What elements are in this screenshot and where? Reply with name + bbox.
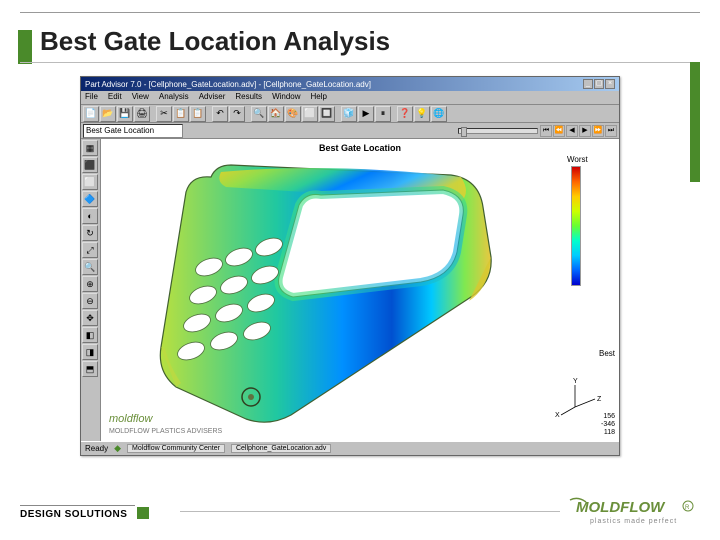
axis-y-label: Y bbox=[573, 378, 578, 385]
menu-window[interactable]: Window bbox=[272, 92, 300, 103]
left-tool-4[interactable]: ◐ bbox=[82, 208, 98, 224]
canvas-moldflow-sub: MOLDFLOW PLASTICS ADVISERS bbox=[109, 428, 222, 435]
toolbar-main: 📄📂💾🖨✂📋📋↶↷🔍🏠🎨⬜🔲🧊▶⏸❓💡🌐 bbox=[81, 105, 619, 123]
play-button-3[interactable]: ▶ bbox=[579, 125, 591, 137]
status-tab-file[interactable]: Cellphone_GateLocation.adv bbox=[231, 444, 331, 453]
play-button-0[interactable]: ⏮ bbox=[540, 125, 552, 137]
toolbar-button-24[interactable]: 🌐 bbox=[431, 106, 447, 122]
legend-best: Best bbox=[599, 349, 615, 358]
toolbar-button-12[interactable]: 🔍 bbox=[251, 106, 267, 122]
part-render bbox=[131, 157, 511, 427]
footer-label: DESIGN SOLUTIONS bbox=[20, 505, 135, 520]
window-controls: _ ▢ × bbox=[583, 79, 615, 89]
left-tool-3[interactable]: 🔷 bbox=[82, 191, 98, 207]
coordinates-readout: 156 -346 118 bbox=[601, 413, 615, 437]
toolbar-button-16[interactable]: 🔲 bbox=[319, 106, 335, 122]
toolbar-button-13[interactable]: 🏠 bbox=[268, 106, 284, 122]
minimize-button[interactable]: _ bbox=[583, 79, 593, 89]
coord-z: 118 bbox=[601, 429, 615, 437]
status-tab-community[interactable]: Moldflow Community Center bbox=[127, 444, 225, 453]
left-tool-12[interactable]: ◨ bbox=[82, 344, 98, 360]
footer-accent-square bbox=[137, 507, 149, 519]
toolbar-button-3[interactable]: 🖨 bbox=[134, 106, 150, 122]
toolbar-button-6[interactable]: 📋 bbox=[173, 106, 189, 122]
toolbar-button-5[interactable]: ✂ bbox=[156, 106, 172, 122]
status-logo-icon: ◆ bbox=[114, 443, 121, 454]
toolbar-button-2[interactable]: 💾 bbox=[117, 106, 133, 122]
window-titlebar[interactable]: Part Advisor 7.0 - [Cellphone_GateLocati… bbox=[81, 77, 619, 91]
toolbar-secondary: Best Gate Location ⏮⏪◀▶⏩⏭ bbox=[81, 123, 619, 139]
menu-edit[interactable]: Edit bbox=[108, 92, 122, 103]
title-accent-bar bbox=[18, 30, 32, 64]
color-legend: Worst bbox=[567, 155, 615, 286]
axis-z-label: Z bbox=[597, 396, 602, 403]
result-combo[interactable]: Best Gate Location bbox=[83, 124, 183, 138]
left-tool-7[interactable]: 🔍 bbox=[82, 259, 98, 275]
close-button[interactable]: × bbox=[605, 79, 615, 89]
statusbar: Ready ◆ Moldflow Community Center Cellph… bbox=[81, 441, 619, 455]
title-row: Best Gate Location Analysis bbox=[18, 24, 700, 58]
menu-analysis[interactable]: Analysis bbox=[159, 92, 189, 103]
menu-file[interactable]: File bbox=[85, 92, 98, 103]
svg-text:R: R bbox=[685, 505, 690, 511]
left-tool-5[interactable]: ↻ bbox=[82, 225, 98, 241]
canvas-moldflow-logo: moldflow bbox=[109, 413, 152, 425]
animation-controls: ⏮⏪◀▶⏩⏭ bbox=[458, 125, 617, 137]
play-button-4[interactable]: ⏩ bbox=[592, 125, 604, 137]
slider-handle[interactable] bbox=[461, 127, 467, 137]
play-button-1[interactable]: ⏪ bbox=[553, 125, 565, 137]
left-tool-0[interactable]: ▦ bbox=[82, 140, 98, 156]
axis-x-label: X bbox=[555, 412, 560, 417]
menubar: File Edit View Analysis Adviser Results … bbox=[81, 91, 619, 105]
canvas-area[interactable]: Best Gate Location bbox=[101, 139, 619, 441]
title-underline bbox=[20, 62, 700, 63]
menu-adviser[interactable]: Adviser bbox=[199, 92, 226, 103]
right-accent-bar bbox=[690, 62, 700, 182]
brand-tagline-text: plastics made perfect bbox=[590, 518, 677, 525]
left-tool-10[interactable]: ✥ bbox=[82, 310, 98, 326]
toolbar-button-0[interactable]: 📄 bbox=[83, 106, 99, 122]
coord-x: 156 bbox=[601, 413, 615, 421]
play-button-5[interactable]: ⏭ bbox=[605, 125, 617, 137]
menu-results[interactable]: Results bbox=[235, 92, 262, 103]
left-tool-2[interactable]: ⬜ bbox=[82, 174, 98, 190]
left-tool-8[interactable]: ⊕ bbox=[82, 276, 98, 292]
left-toolbar: ▦⬛⬜🔷◐↻⤢🔍⊕⊖✥◧◨⬒ bbox=[81, 139, 101, 441]
footer-line bbox=[180, 511, 560, 512]
canvas-title: Best Gate Location bbox=[101, 143, 619, 153]
toolbar-button-14[interactable]: 🎨 bbox=[285, 106, 301, 122]
left-tool-13[interactable]: ⬒ bbox=[82, 361, 98, 377]
toolbar-button-15[interactable]: ⬜ bbox=[302, 106, 318, 122]
toolbar-button-22[interactable]: ❓ bbox=[397, 106, 413, 122]
left-tool-6[interactable]: ⤢ bbox=[82, 242, 98, 258]
toolbar-button-19[interactable]: ▶ bbox=[358, 106, 374, 122]
maximize-button[interactable]: ▢ bbox=[594, 79, 604, 89]
toolbar-button-9[interactable]: ↶ bbox=[212, 106, 228, 122]
legend-worst: Worst bbox=[567, 155, 615, 164]
footer-bar: DESIGN SOLUTIONS bbox=[20, 505, 149, 520]
brand-logo: MOLDFLOW R plastics made perfect bbox=[568, 496, 698, 526]
toolbar-button-10[interactable]: ↷ bbox=[229, 106, 245, 122]
colorbar bbox=[571, 166, 581, 286]
workspace: ▦⬛⬜🔷◐↻⤢🔍⊕⊖✥◧◨⬒ Best Gate Location bbox=[81, 139, 619, 441]
menu-view[interactable]: View bbox=[132, 92, 149, 103]
left-tool-11[interactable]: ◧ bbox=[82, 327, 98, 343]
toolbar-button-20[interactable]: ⏸ bbox=[375, 106, 391, 122]
brand-name-text: MOLDFLOW bbox=[576, 499, 666, 516]
toolbar-button-18[interactable]: 🧊 bbox=[341, 106, 357, 122]
menu-help[interactable]: Help bbox=[311, 92, 327, 103]
left-tool-1[interactable]: ⬛ bbox=[82, 157, 98, 173]
left-tool-9[interactable]: ⊖ bbox=[82, 293, 98, 309]
toolbar-button-7[interactable]: 📋 bbox=[190, 106, 206, 122]
toolbar-button-1[interactable]: 📂 bbox=[100, 106, 116, 122]
animation-slider[interactable] bbox=[458, 128, 538, 134]
app-window: Part Advisor 7.0 - [Cellphone_GateLocati… bbox=[80, 76, 620, 456]
coord-y: -346 bbox=[601, 421, 615, 429]
window-title: Part Advisor 7.0 - [Cellphone_GateLocati… bbox=[85, 80, 371, 89]
play-button-2[interactable]: ◀ bbox=[566, 125, 578, 137]
slide-title: Best Gate Location Analysis bbox=[40, 26, 390, 57]
status-text: Ready bbox=[85, 444, 108, 453]
axis-compass: Y Z X bbox=[555, 377, 605, 417]
toolbar-button-23[interactable]: 💡 bbox=[414, 106, 430, 122]
